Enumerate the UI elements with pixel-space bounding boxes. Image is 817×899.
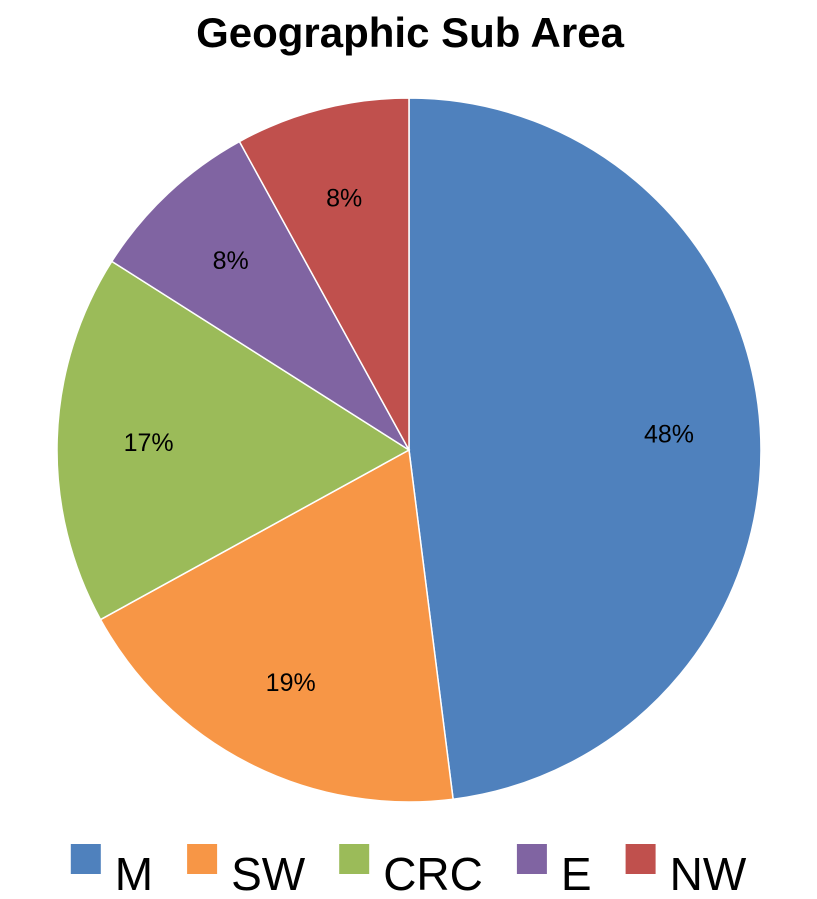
legend: M SW CRC E NW <box>70 844 747 899</box>
slice-labels: 48% 19% 17% 8% 8% <box>124 185 694 697</box>
slice-label-crc: 17% <box>124 429 174 457</box>
slice-label-nw: 8% <box>326 185 362 213</box>
legend-swatch-e <box>516 844 547 874</box>
slice-label-sw: 19% <box>266 669 316 697</box>
slice-label-m: 48% <box>644 421 694 449</box>
legend-label-m: M <box>115 848 153 899</box>
legend-label-nw: NW <box>670 848 747 899</box>
pie-slice-m <box>408 97 762 801</box>
legend-label-crc: CRC <box>383 848 483 899</box>
slice-label-e: 8% <box>213 247 249 275</box>
pie-slice-e <box>110 140 410 451</box>
pie-slice-crc <box>56 260 411 621</box>
chart-title: Geographic Sub Area <box>196 9 625 56</box>
legend-item-sw: SW <box>187 844 306 899</box>
pie-slice-nw <box>238 97 410 451</box>
legend-item-crc: CRC <box>339 844 483 899</box>
legend-label-sw: SW <box>231 848 306 899</box>
legend-swatch-crc <box>339 844 370 874</box>
legend-label-e: E <box>561 848 592 899</box>
legend-swatch-nw <box>625 844 656 874</box>
legend-item-nw: NW <box>625 844 747 899</box>
pie-slices <box>56 97 762 803</box>
legend-item-m: M <box>70 844 153 899</box>
legend-swatch-m <box>70 844 101 874</box>
pie-slice-sw <box>99 448 454 803</box>
legend-swatch-sw <box>187 844 218 874</box>
legend-item-e: E <box>516 844 592 899</box>
